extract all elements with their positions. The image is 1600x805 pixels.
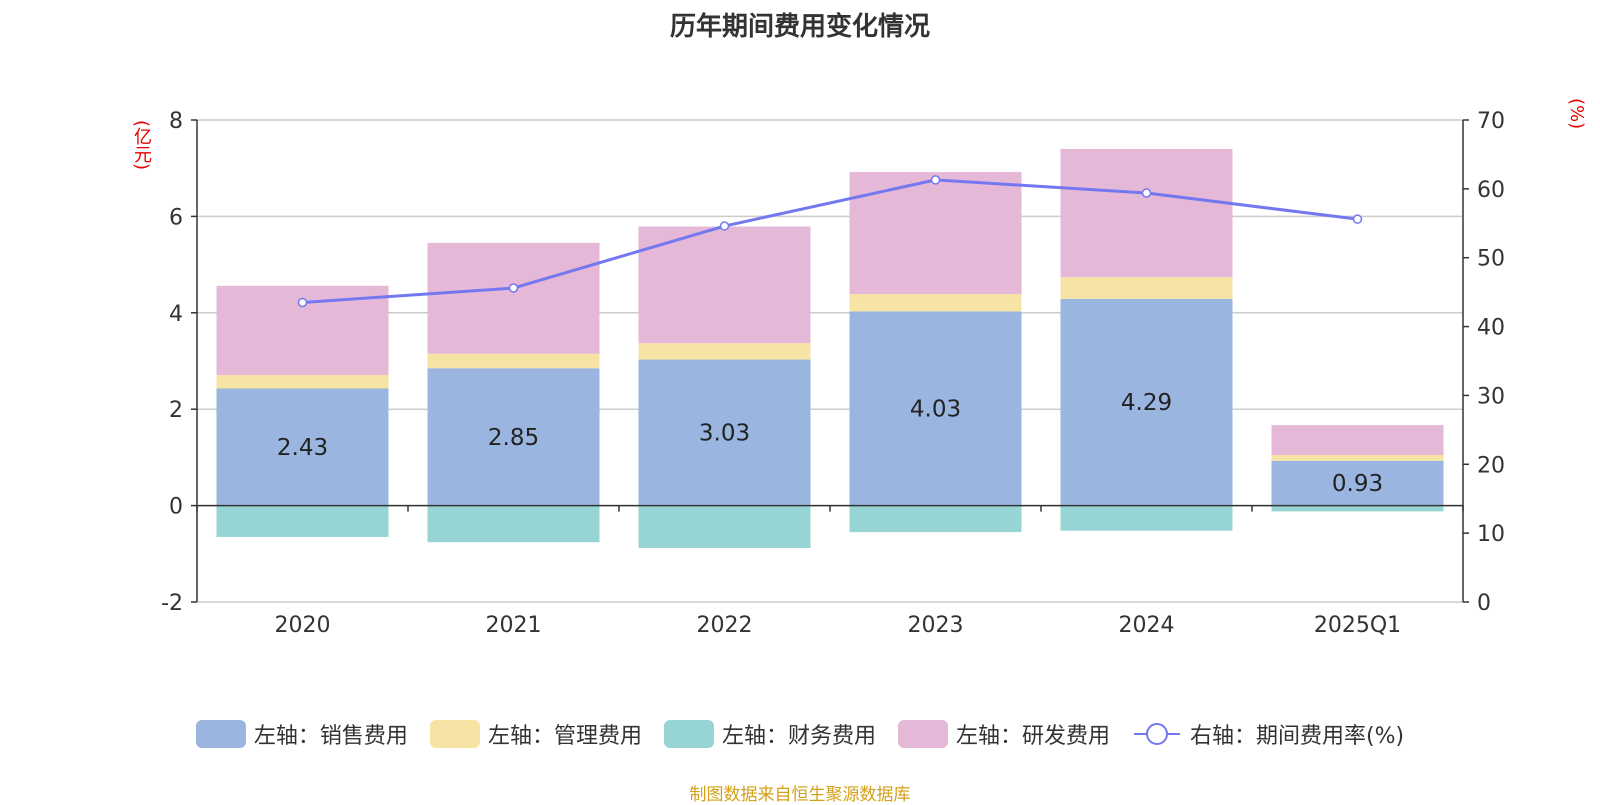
right-axis-tick-label: 0: [1477, 591, 1491, 616]
bar-sales: [1271, 460, 1444, 506]
bar-data-label: 4.29: [1121, 390, 1172, 416]
bar-rnd: [427, 242, 600, 354]
bar-admin: [1060, 277, 1233, 299]
legend-swatch-finance: [663, 720, 714, 748]
x-axis-tick-label: 2024: [1119, 613, 1175, 638]
x-axis-tick-label: 2022: [697, 613, 753, 638]
chart-legend: 左轴：销售费用 左轴：管理费用 左轴：财务费用 左轴：研发费用 右轴：期间费用率…: [0, 718, 1600, 750]
bar-sales: [1060, 298, 1233, 506]
bar-finance: [849, 505, 1022, 533]
bar-sales: [427, 368, 600, 506]
bar-admin: [1271, 454, 1444, 461]
right-axis-tick-label: 20: [1477, 453, 1505, 478]
x-axis-tick-label: 2025Q1: [1314, 613, 1401, 638]
bar-finance: [427, 505, 600, 543]
source-footer: 制图数据来自恒生聚源数据库: [689, 785, 911, 805]
bar-data-label: 2.85: [488, 425, 539, 451]
bar-sales: [638, 359, 811, 506]
left-axis-tick-label: 8: [169, 109, 183, 134]
right-axis-tick-label: 60: [1477, 178, 1505, 203]
bar-data-label: 0.93: [1332, 471, 1383, 497]
line-point: [1141, 188, 1152, 198]
bar-sales: [849, 311, 1022, 506]
legend-label-admin: 左轴：管理费用: [487, 724, 642, 749]
legend-swatch-sales: [195, 720, 246, 748]
line-point: [719, 221, 730, 231]
left-axis-tick-label: 4: [169, 302, 183, 327]
chart-title: 历年期间费用变化情况: [669, 12, 930, 42]
bar-data-label: 4.03: [910, 396, 961, 422]
legend-swatch-rnd: [897, 720, 948, 748]
right-axis-tick-label: 10: [1477, 522, 1505, 547]
bar-rnd: [1060, 148, 1233, 278]
x-axis-tick-label: 2020: [275, 613, 331, 638]
legend-label-finance: 左轴：财务费用: [721, 724, 876, 749]
bar-rnd: [1271, 425, 1444, 455]
line-expense-ratio: [302, 178, 1358, 304]
bar-rnd: [849, 172, 1022, 295]
bar-finance: [638, 505, 811, 549]
bar-admin: [216, 374, 389, 389]
bar-admin: [427, 353, 600, 369]
legend-swatch-admin: [429, 720, 480, 748]
bar-finance: [216, 505, 389, 537]
x-axis-tick-label: 2023: [908, 613, 964, 638]
bar-data-label: 2.43: [277, 435, 328, 461]
legend-item-rnd[interactable]: 左轴：研发费用: [897, 718, 1110, 750]
right-axis-tick-label: 70: [1477, 109, 1505, 134]
bar-rnd: [638, 226, 811, 344]
legend-label-sales: 左轴：销售费用: [253, 724, 408, 749]
line-point: [508, 283, 519, 293]
line-point: [1352, 214, 1363, 224]
legend-item-admin[interactable]: 左轴：管理费用: [429, 718, 642, 750]
legend-line-marker-icon: [1133, 723, 1180, 745]
left-axis-tick-label: 0: [169, 495, 183, 520]
left-axis-tick-label: 6: [169, 205, 183, 230]
left-axis-tick-label: -2: [161, 591, 183, 616]
bar-finance: [1271, 505, 1444, 512]
legend-label-expense-ratio: 右轴：期间费用率(%): [1189, 724, 1405, 749]
right-axis-tick-label: 30: [1477, 384, 1505, 409]
bar-finance: [1060, 505, 1233, 531]
legend-item-expense-ratio[interactable]: 右轴：期间费用率(%): [1132, 718, 1404, 750]
right-axis-tick-label: 50: [1477, 247, 1505, 272]
bar-admin: [849, 294, 1022, 312]
x-axis-tick-label: 2021: [486, 613, 542, 638]
left-axis-tick-label: 2: [169, 398, 183, 423]
legend-item-finance[interactable]: 左轴：财务费用: [663, 718, 876, 750]
bar-admin: [638, 343, 811, 360]
line-point: [297, 297, 308, 308]
legend-item-sales[interactable]: 左轴：销售费用: [195, 718, 408, 750]
bar-sales: [216, 388, 389, 506]
bar-data-label: 3.03: [699, 421, 750, 447]
left-axis-unit: (亿元): [131, 120, 152, 171]
line-point: [930, 175, 941, 185]
legend-label-rnd: 左轴：研发费用: [955, 724, 1110, 749]
right-axis-unit: (%): [1566, 98, 1587, 130]
right-axis-tick-label: 40: [1477, 316, 1505, 341]
